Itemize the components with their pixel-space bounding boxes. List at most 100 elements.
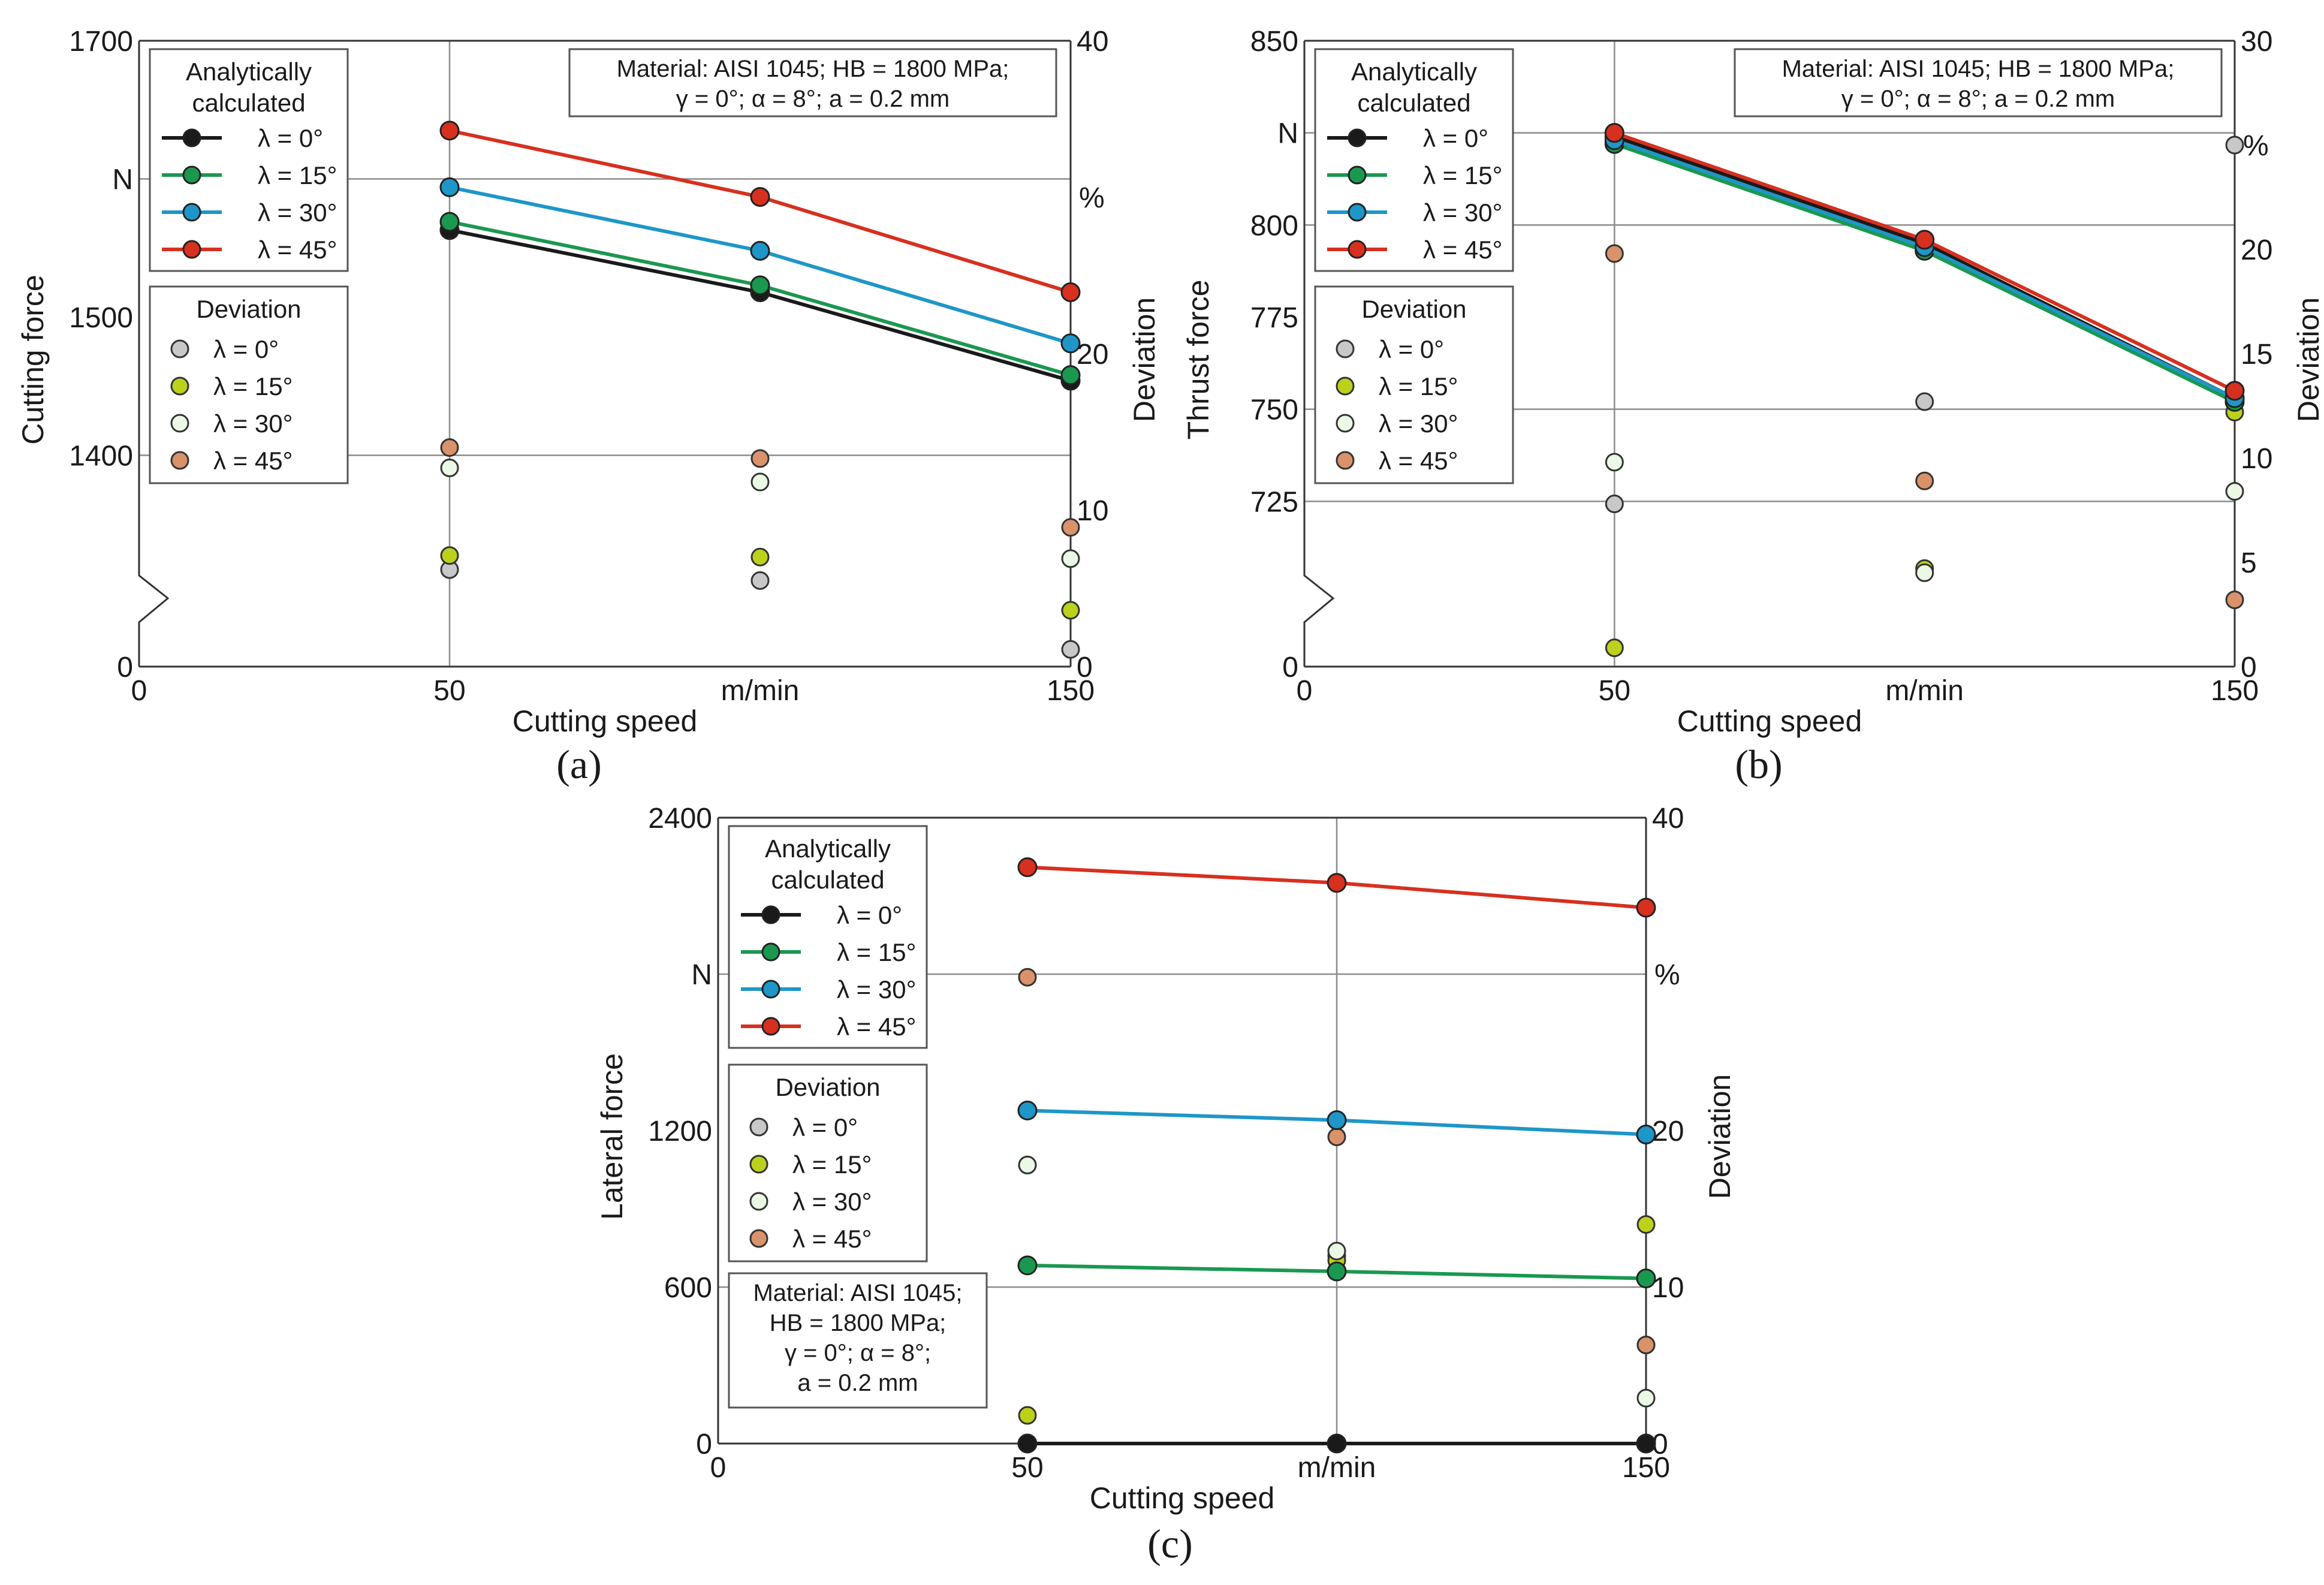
deviation-point-1 bbox=[1605, 638, 1624, 658]
y2-unit-label: % bbox=[1079, 182, 1105, 214]
material-info-line: a = 0.2 mm bbox=[797, 1370, 918, 1396]
legend-deviation-marker bbox=[170, 376, 189, 396]
series-point-3 bbox=[1060, 282, 1081, 303]
y2-tick-label: 10 bbox=[2241, 443, 2272, 475]
y-axis-break bbox=[1303, 41, 1335, 667]
y-tick-label: 800 bbox=[1250, 210, 1298, 242]
legend-analytic-title: Analytically bbox=[765, 834, 891, 863]
y-axis-break bbox=[138, 41, 170, 667]
y2-tick-label: 40 bbox=[1652, 803, 1684, 834]
legend-entry-label: λ = 45° bbox=[213, 447, 293, 475]
chart-b: 725 750 775 800 850 0 N 0 5 10 15 20 30% 0 50 150 m/min C… bbox=[1181, 26, 2324, 787]
legend-line-marker bbox=[182, 165, 201, 185]
deviation-point-1 bbox=[1061, 601, 1080, 620]
y-tick-label: 725 bbox=[1250, 486, 1298, 518]
legend-deviation-marker bbox=[1336, 376, 1355, 396]
legend-deviation-title: Deviation bbox=[1361, 295, 1466, 323]
panel-label: (c) bbox=[1147, 1521, 1192, 1566]
legend-entry-label: λ = 30° bbox=[1423, 198, 1502, 227]
legend-line-marker bbox=[182, 128, 201, 147]
series-point-1 bbox=[1060, 365, 1081, 385]
series-point-1 bbox=[1636, 1268, 1656, 1289]
x-tick-label: 150 bbox=[1047, 675, 1095, 707]
series-point-3 bbox=[2224, 381, 2245, 401]
deviation-point-0 bbox=[1605, 495, 1624, 514]
series-point-3 bbox=[750, 186, 770, 207]
legend-deviation-marker bbox=[749, 1155, 768, 1174]
legend-deviation-marker bbox=[1336, 451, 1355, 470]
y2-tick-label: 15 bbox=[2241, 339, 2272, 370]
legend-deviation-marker bbox=[749, 1192, 768, 1211]
x-tick-label: 50 bbox=[1011, 1452, 1043, 1484]
deviation-point-0 bbox=[750, 571, 770, 590]
legend-deviation-marker bbox=[1336, 339, 1355, 358]
x-tick-label: 150 bbox=[2211, 675, 2259, 707]
legend-entry-label: λ = 45° bbox=[837, 1013, 916, 1041]
legend-entry-label: λ = 45° bbox=[792, 1225, 872, 1253]
legend-entry-label: λ = 30° bbox=[258, 198, 337, 227]
y2-axis-title: Deviation bbox=[1128, 297, 1161, 422]
series-point-3 bbox=[439, 120, 460, 141]
legend-entry-label: λ = 15° bbox=[1423, 161, 1502, 189]
y2-tick-label: 40 bbox=[1077, 26, 1108, 58]
series-point-0 bbox=[1327, 1433, 1347, 1454]
y-tick-label: 1400 bbox=[69, 441, 133, 472]
legend-analytic-box bbox=[149, 48, 349, 272]
x-axis-title: Cutting speed bbox=[513, 704, 698, 738]
deviation-point-2 bbox=[1018, 1155, 1037, 1174]
legend-analytic-title: calculated bbox=[1357, 89, 1470, 117]
y-tick-label-zero: 0 bbox=[117, 652, 133, 683]
x-tick-label: 50 bbox=[433, 675, 465, 707]
material-info-line: Material: AISI 1045; HB = 1800 MPa; bbox=[1782, 56, 2175, 82]
legend-line-marker bbox=[1348, 128, 1367, 147]
legend-line-marker bbox=[761, 942, 780, 962]
series-point-2 bbox=[1017, 1101, 1038, 1121]
series-point-3 bbox=[1604, 123, 1624, 143]
deviation-point-1 bbox=[750, 547, 770, 566]
y2-unit-label: % bbox=[2243, 130, 2269, 162]
legend-deviation-title: Deviation bbox=[196, 295, 301, 323]
deviation-point-3 bbox=[1915, 471, 1934, 490]
chart-a: 1400 1500 1700 0 N 0 10 20 40% 0 50 150 m/min Cutting… bbox=[16, 26, 1161, 787]
y-tick-label: 775 bbox=[1250, 302, 1298, 334]
series-point-3 bbox=[1915, 230, 1935, 250]
legend-entry-label: λ = 30° bbox=[792, 1188, 872, 1216]
y-tick-label: 600 bbox=[664, 1272, 712, 1304]
legend-deviation-marker bbox=[1336, 414, 1355, 433]
deviation-point-0 bbox=[1915, 392, 1934, 411]
y2-tick-label: 10 bbox=[1077, 495, 1108, 527]
x-tick-label: 0 bbox=[710, 1452, 727, 1484]
y-tick-label: 1700 bbox=[69, 26, 133, 58]
legend-analytic-title: calculated bbox=[192, 89, 305, 117]
y2-tick-label: 10 bbox=[1652, 1272, 1684, 1304]
legend-line-marker bbox=[761, 980, 780, 999]
legend-analytic-title: calculated bbox=[771, 866, 884, 894]
deviation-point-2 bbox=[750, 472, 770, 492]
series-point-0 bbox=[1017, 1433, 1038, 1454]
y-tick-label: 1500 bbox=[69, 302, 133, 334]
deviation-point-3 bbox=[440, 438, 459, 457]
y2-axis-title: Deviation bbox=[1703, 1074, 1737, 1199]
x-tick-label: 0 bbox=[1297, 675, 1313, 707]
series-line-1 bbox=[1614, 142, 2236, 404]
legend-analytic-title: Analytically bbox=[1351, 58, 1477, 86]
legend-deviation-marker bbox=[170, 414, 189, 433]
deviation-point-0 bbox=[2225, 135, 2244, 155]
legend-analytic-title: Analytically bbox=[186, 58, 312, 86]
series-point-1 bbox=[1017, 1255, 1038, 1276]
series-point-1 bbox=[439, 212, 460, 232]
legend-entry-label: λ = 30° bbox=[213, 409, 293, 438]
legend-entry-label: λ = 15° bbox=[792, 1150, 872, 1179]
deviation-point-3 bbox=[1061, 518, 1080, 537]
legend-entry-label: λ = 15° bbox=[213, 372, 293, 400]
legend-line-marker bbox=[1348, 240, 1367, 259]
x-unit-label: m/min bbox=[1885, 675, 1964, 707]
legend-line-marker bbox=[761, 905, 780, 924]
y2-tick-label: 20 bbox=[1652, 1116, 1684, 1147]
y2-tick-label: 20 bbox=[1077, 339, 1108, 370]
legend-deviation-marker bbox=[170, 339, 189, 358]
legend-deviation-title: Deviation bbox=[775, 1073, 880, 1101]
series-point-2 bbox=[1636, 1125, 1656, 1145]
legend-entry-label: λ = 15° bbox=[258, 161, 337, 189]
legend-entry-label: λ = 15° bbox=[1379, 372, 1458, 400]
